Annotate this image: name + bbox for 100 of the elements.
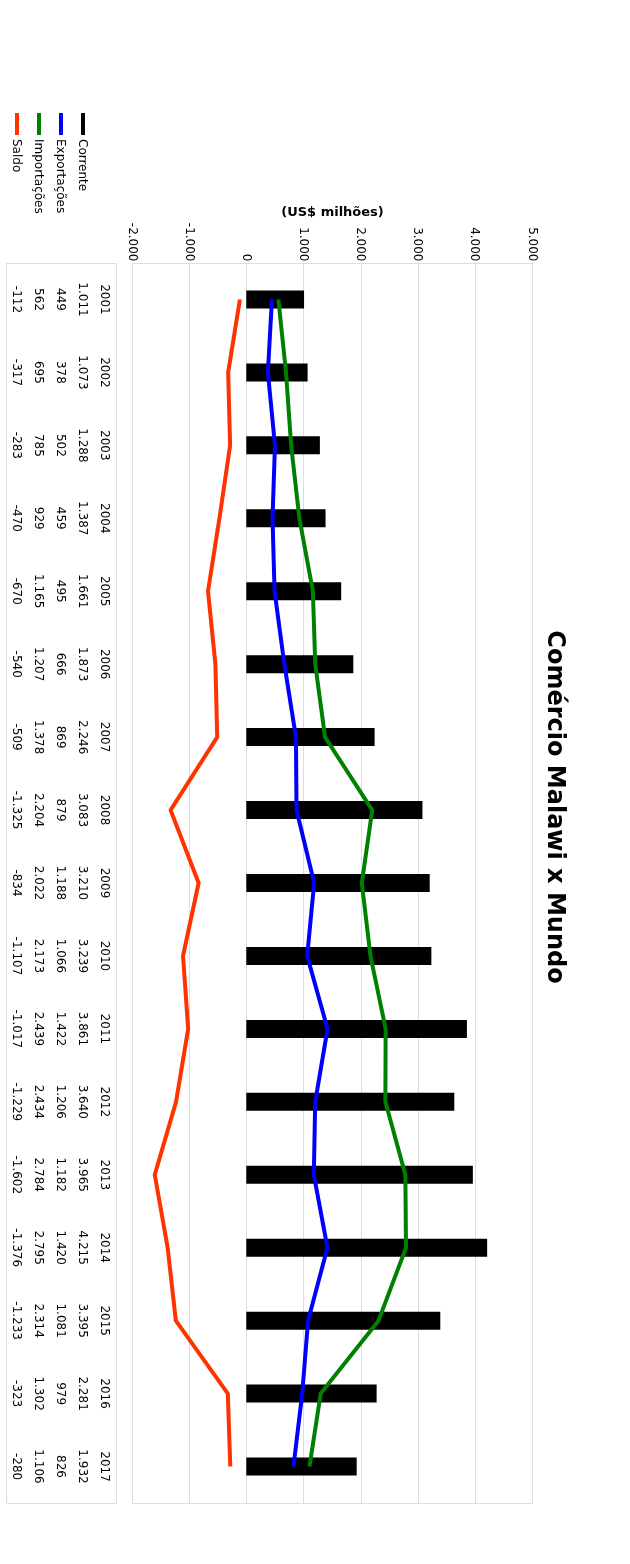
data-label: -834	[10, 869, 24, 897]
data-label: -1.107	[10, 936, 24, 976]
data-label: 929	[32, 506, 46, 530]
data-label: -1.325	[10, 790, 24, 830]
data-label: 1.207	[32, 647, 46, 682]
bar	[246, 582, 342, 601]
bar	[246, 874, 430, 892]
bar	[246, 1457, 357, 1476]
data-label: -1.602	[10, 1155, 24, 1195]
data-label: 1.387	[76, 501, 90, 536]
x-tick-label: 2.000	[354, 227, 369, 262]
data-label: 3.239	[76, 938, 90, 974]
data-label: -283	[10, 431, 24, 459]
data-label: 495	[54, 579, 68, 603]
y-tick-label: 2002	[98, 357, 112, 388]
data-label: -1.233	[10, 1301, 24, 1340]
y-tick-label: 2015	[98, 1305, 112, 1336]
bar	[246, 1384, 377, 1403]
data-label: -280	[10, 1452, 24, 1481]
bar	[246, 1019, 467, 1038]
data-label: 2.434	[32, 1084, 46, 1119]
y-tick-label: 2009	[98, 867, 112, 899]
bar	[246, 728, 375, 747]
data-label: 1.420	[54, 1230, 68, 1265]
y-tick-label: 2004	[98, 503, 112, 534]
data-label: 869	[54, 725, 68, 749]
bar	[246, 1092, 455, 1111]
bar	[246, 1165, 473, 1184]
data-label: 378	[54, 360, 68, 384]
legend-label: Importações	[32, 139, 46, 214]
data-label: -317	[10, 358, 24, 387]
data-label: 4.215	[76, 1230, 90, 1265]
data-label: 1.066	[54, 938, 68, 974]
legend-label: Corrente	[76, 139, 90, 192]
data-label: 562	[32, 288, 46, 311]
x-axis-title: (US$ milhões)	[281, 203, 384, 219]
data-label: 1.188	[54, 865, 68, 901]
data-label: 666	[54, 652, 68, 676]
data-label: 1.873	[76, 647, 90, 682]
y-tick-label: 2017	[98, 1451, 112, 1482]
data-label: -112	[10, 285, 24, 314]
data-label: 979	[54, 1382, 68, 1406]
y-tick-label: 2012	[98, 1086, 112, 1118]
data-label: 3.640	[76, 1084, 90, 1119]
bar	[246, 1238, 488, 1257]
data-label: 1.165	[32, 574, 46, 609]
data-label: 1.422	[54, 1011, 68, 1047]
x-tick-label: 1.000	[296, 227, 311, 262]
text: Comércio Malawi x Mundo	[541, 630, 570, 984]
data-label: -540	[10, 650, 24, 678]
x-tick-label: 4.000	[468, 227, 483, 262]
data-label: 1.182	[54, 1157, 68, 1192]
data-label: -1.376	[10, 1228, 24, 1268]
data-label: 2.173	[32, 938, 46, 974]
y-tick-label: 2008	[98, 794, 112, 826]
y-tick-label: 2014	[98, 1232, 112, 1263]
y-tick-label: 2007	[98, 721, 112, 753]
data-label: 2.784	[32, 1157, 46, 1192]
data-label: 879	[54, 798, 68, 822]
y-tick-label: 2013	[98, 1159, 112, 1191]
data-label: -1.229	[10, 1082, 24, 1122]
data-label: -1.017	[10, 1009, 24, 1049]
data-label: 1.932	[76, 1449, 90, 1484]
legend-label: Saldo	[10, 139, 24, 173]
bar	[246, 1311, 441, 1330]
y-tick-label: 2016	[98, 1378, 112, 1409]
data-label: 3.395	[76, 1303, 90, 1338]
y-tick-label: 2001	[98, 284, 112, 315]
data-label: 502	[54, 433, 68, 457]
data-label: 2.204	[32, 792, 46, 828]
x-tick-label: 3.000	[411, 227, 426, 262]
data-label: 459	[54, 506, 68, 530]
y-tick-label: 2010	[98, 940, 112, 972]
y-tick-label: 2006	[98, 648, 112, 680]
data-label: 785	[32, 433, 46, 457]
data-label: 3.083	[76, 792, 90, 828]
data-label: 1.073	[76, 355, 90, 390]
data-label: 2.281	[76, 1376, 90, 1411]
data-label: 695	[32, 360, 46, 384]
data-label: 826	[54, 1455, 68, 1478]
data-label: 2.022	[32, 865, 46, 901]
data-label: 1.661	[76, 574, 90, 609]
data-label: 449	[54, 288, 68, 311]
data-label: 3.861	[76, 1011, 90, 1047]
data-label: 1.302	[32, 1376, 46, 1411]
data-label: 1.378	[32, 719, 46, 755]
data-label: -670	[10, 577, 24, 605]
data-label: -323	[10, 1379, 24, 1408]
data-label: 3.965	[76, 1157, 90, 1192]
x-tick-label: -2.000	[125, 222, 140, 262]
data-label: -509	[10, 723, 24, 751]
y-tick-label: 2005	[98, 575, 112, 607]
data-label: -470	[10, 504, 24, 532]
data-label: 1.081	[54, 1303, 68, 1338]
data-label: 1.288	[76, 428, 90, 463]
legend-label: Exportações	[54, 139, 68, 214]
y-tick-label: 2011	[98, 1013, 112, 1045]
bar	[246, 290, 305, 309]
data-label: 2.246	[76, 719, 90, 755]
y-tick-label: 2003	[98, 430, 112, 461]
